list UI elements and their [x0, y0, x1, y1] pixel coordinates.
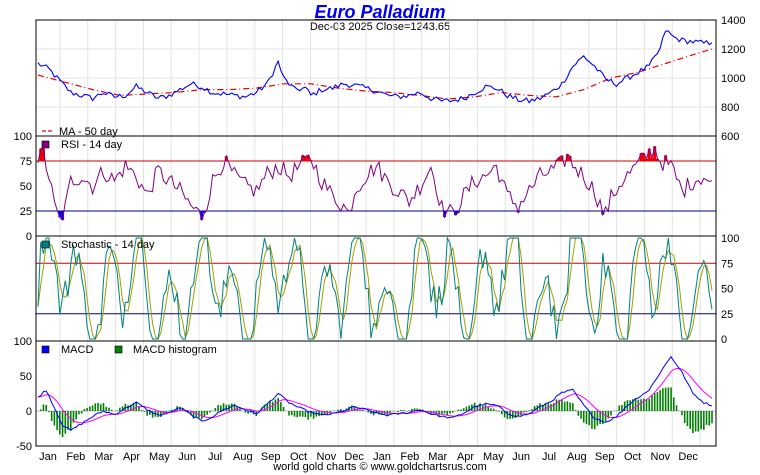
stoch-y-tick-label: 100	[721, 233, 739, 245]
price-y-tick-label: 1000	[721, 73, 745, 85]
stoch-legend-label: Stochastic - 14 day	[61, 239, 155, 251]
panel-frames	[35, 19, 717, 447]
price-y-tick-label: 1400	[721, 15, 745, 27]
x-tick-label: Dec	[344, 451, 364, 463]
chart-subtitle: Dec-03 2025 Close=1243.65	[309, 21, 451, 33]
stoch-y-tick-label: 75	[721, 258, 733, 270]
x-tick-label: Mar	[94, 451, 113, 463]
stoch-y-tick-label: 25	[721, 309, 733, 321]
macd-y-tick-label: 50	[20, 371, 32, 383]
x-tick-label: Nov	[651, 451, 671, 463]
x-tick-label: Feb	[66, 451, 85, 463]
x-tick-label: Aug	[233, 451, 253, 463]
price-line	[37, 30, 713, 104]
axis-labels: Jan Feb Mar Apr May Jun Jul Aug Sep Oct Nov Dec Jan F…	[14, 15, 746, 463]
grid-lines	[36, 19, 716, 446]
footer-credit: world gold charts © www.goldchartsrus.co…	[273, 461, 487, 473]
macd-y-tick-label: -50	[16, 441, 32, 453]
macd-line	[37, 355, 713, 432]
x-tick-label: Aug	[567, 451, 587, 463]
macd-y-tick-label: 100	[14, 336, 32, 348]
x-tick-label: Mar	[428, 451, 447, 463]
price-y-tick-label: 1200	[721, 44, 745, 56]
ma50-line	[37, 48, 713, 100]
x-tick-label: Nov	[317, 451, 337, 463]
rsi-y-tick-label: 50	[20, 181, 32, 193]
macd-panel	[36, 355, 716, 438]
x-tick-label: Sep	[261, 451, 281, 463]
rsi-legend-label: RSI - 14 day	[61, 139, 123, 151]
rsi-y-tick-label: 100	[14, 131, 32, 143]
macd-hist-legend-label: MACD histogram	[133, 344, 217, 356]
rsi-line	[37, 146, 713, 222]
chart-title: Euro Palladium	[314, 2, 446, 22]
stoch-k-line	[37, 236, 713, 340]
panel-frame-macd	[35, 340, 717, 447]
rsi-panel	[36, 146, 716, 222]
rsi-y-tick-label: 25	[20, 206, 32, 218]
x-tick-label: Apr	[123, 451, 140, 463]
price-y-tick-label: 800	[721, 102, 739, 114]
stoch-legend-swatch	[41, 240, 50, 249]
x-tick-label: Oct	[290, 451, 307, 463]
price-y-tick-label: 600	[721, 131, 739, 143]
stoch-y-tick-label: 0	[721, 334, 727, 346]
rsi-legend-swatch	[41, 140, 50, 149]
stochastic-panel	[36, 236, 716, 341]
x-tick-label: May	[149, 451, 170, 463]
macd-legend-swatch	[41, 345, 50, 354]
x-tick-label: Jun	[178, 451, 196, 463]
x-tick-label: Jan	[39, 451, 57, 463]
x-tick-label: Jan	[373, 451, 391, 463]
macd-signal-line	[37, 367, 713, 424]
macd-legend-label: MACD	[61, 344, 93, 356]
x-tick-label: Oct	[624, 451, 641, 463]
rsi-y-tick-label: 0	[26, 231, 32, 243]
macd-hist-legend-swatch	[114, 345, 123, 354]
x-tick-label: Sep	[595, 451, 615, 463]
rsi-y-tick-label: 75	[20, 156, 32, 168]
x-tick-label: Jul	[208, 451, 222, 463]
x-tick-label: May	[483, 451, 504, 463]
x-tick-label: Jun	[512, 451, 530, 463]
stoch-y-tick-label: 50	[721, 284, 733, 296]
x-tick-label: Apr	[457, 451, 474, 463]
ma-legend-label: MA - 50 day	[59, 126, 118, 138]
x-tick-label: Jul	[542, 451, 556, 463]
x-tick-label: Feb	[400, 451, 419, 463]
macd-y-tick-label: 0	[26, 406, 32, 418]
price-panel	[37, 30, 713, 104]
x-tick-label: Dec	[678, 451, 698, 463]
stoch-d-line	[37, 236, 713, 341]
